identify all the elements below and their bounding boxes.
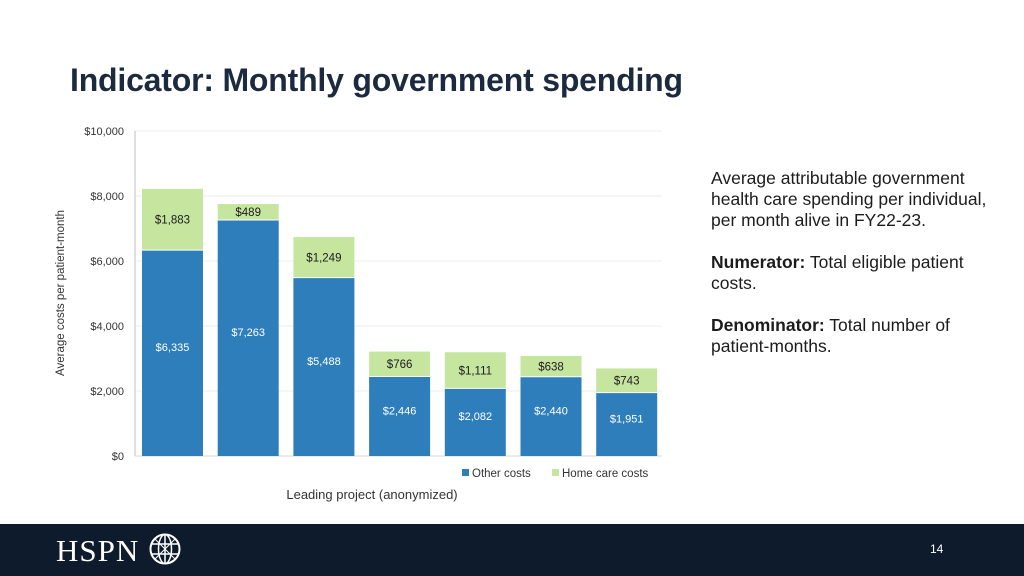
bar-home-care-costs xyxy=(217,204,279,220)
data-label-other-costs: $2,440 xyxy=(534,405,568,417)
denominator-definition: Denominator: Total number of patient-mon… xyxy=(711,315,1001,357)
stacked-bar-chart: $0 $2,000 $4,000 $6,000 $8,000 $10,000 Average… xyxy=(55,126,662,502)
numerator-text: Total eligible patient costs. xyxy=(711,252,964,293)
y-tick-label: $2,000 xyxy=(90,386,124,398)
y-tick-label: $0 xyxy=(112,451,124,463)
data-label-home-care-costs: $1,883 xyxy=(155,215,190,227)
bar-other-costs xyxy=(596,392,658,456)
bar-other-costs xyxy=(369,376,431,456)
bar-other-costs xyxy=(217,219,279,456)
footer-bar: HSPN 14 xyxy=(0,524,1024,576)
indicator-description: Average attributable government health c… xyxy=(711,168,987,230)
legend-home-care-costs-swatch xyxy=(552,469,559,476)
bar-home-care-costs xyxy=(596,368,658,393)
data-label-home-care-costs: $1,111 xyxy=(459,365,492,377)
data-label-home-care-costs: $766 xyxy=(387,359,413,371)
bar-home-care-costs xyxy=(293,237,355,278)
legend-other-costs-label: Other costs xyxy=(472,468,531,480)
numerator-label: Numerator: xyxy=(711,252,806,272)
bar-other-costs xyxy=(293,277,355,456)
y-axis-label: Average costs per patient-month xyxy=(55,210,67,376)
bar-home-care-costs xyxy=(520,355,582,377)
bar-other-costs xyxy=(444,388,506,456)
data-label-other-costs: $7,263 xyxy=(231,327,265,339)
bar-other-costs xyxy=(142,250,203,456)
y-tick-label: $10,000 xyxy=(84,126,124,138)
bar-other-costs xyxy=(520,376,582,456)
data-label-other-costs: $2,446 xyxy=(383,405,417,417)
data-label-other-costs: $1,951 xyxy=(610,413,644,425)
y-tick-label: $8,000 xyxy=(90,191,124,203)
data-label-other-costs: $6,335 xyxy=(156,342,190,354)
slide-title: Indicator: Monthly government spending xyxy=(70,62,683,98)
hspn-logo-text: HSPN xyxy=(56,533,140,568)
bar-home-care-costs xyxy=(369,351,431,377)
bar-home-care-costs xyxy=(444,352,506,389)
data-label-home-care-costs: $1,249 xyxy=(306,252,341,264)
denominator-label: Denominator: xyxy=(711,315,825,335)
globe-icon xyxy=(149,533,181,565)
legend-other-costs-swatch xyxy=(462,469,469,476)
denominator-text: Total number of patient-months. xyxy=(711,315,950,356)
data-label-home-care-costs: $489 xyxy=(235,207,261,219)
data-label-other-costs: $2,082 xyxy=(458,411,492,423)
page-number: 14 xyxy=(930,542,944,556)
bar-home-care-costs xyxy=(142,188,203,251)
legend-home-care-costs-label: Home care costs xyxy=(562,468,649,480)
indicator-description-panel: Average attributable government health c… xyxy=(711,168,1001,378)
data-label-home-care-costs: $743 xyxy=(614,376,640,388)
data-label-other-costs: $5,488 xyxy=(307,356,341,368)
x-axis-label: Leading project (anonymized) xyxy=(286,487,457,502)
numerator-definition: Numerator: Total eligible patient costs. xyxy=(711,252,1001,294)
y-tick-label: $4,000 xyxy=(90,321,124,333)
y-tick-label: $6,000 xyxy=(90,256,124,268)
data-label-home-care-costs: $638 xyxy=(538,361,564,373)
